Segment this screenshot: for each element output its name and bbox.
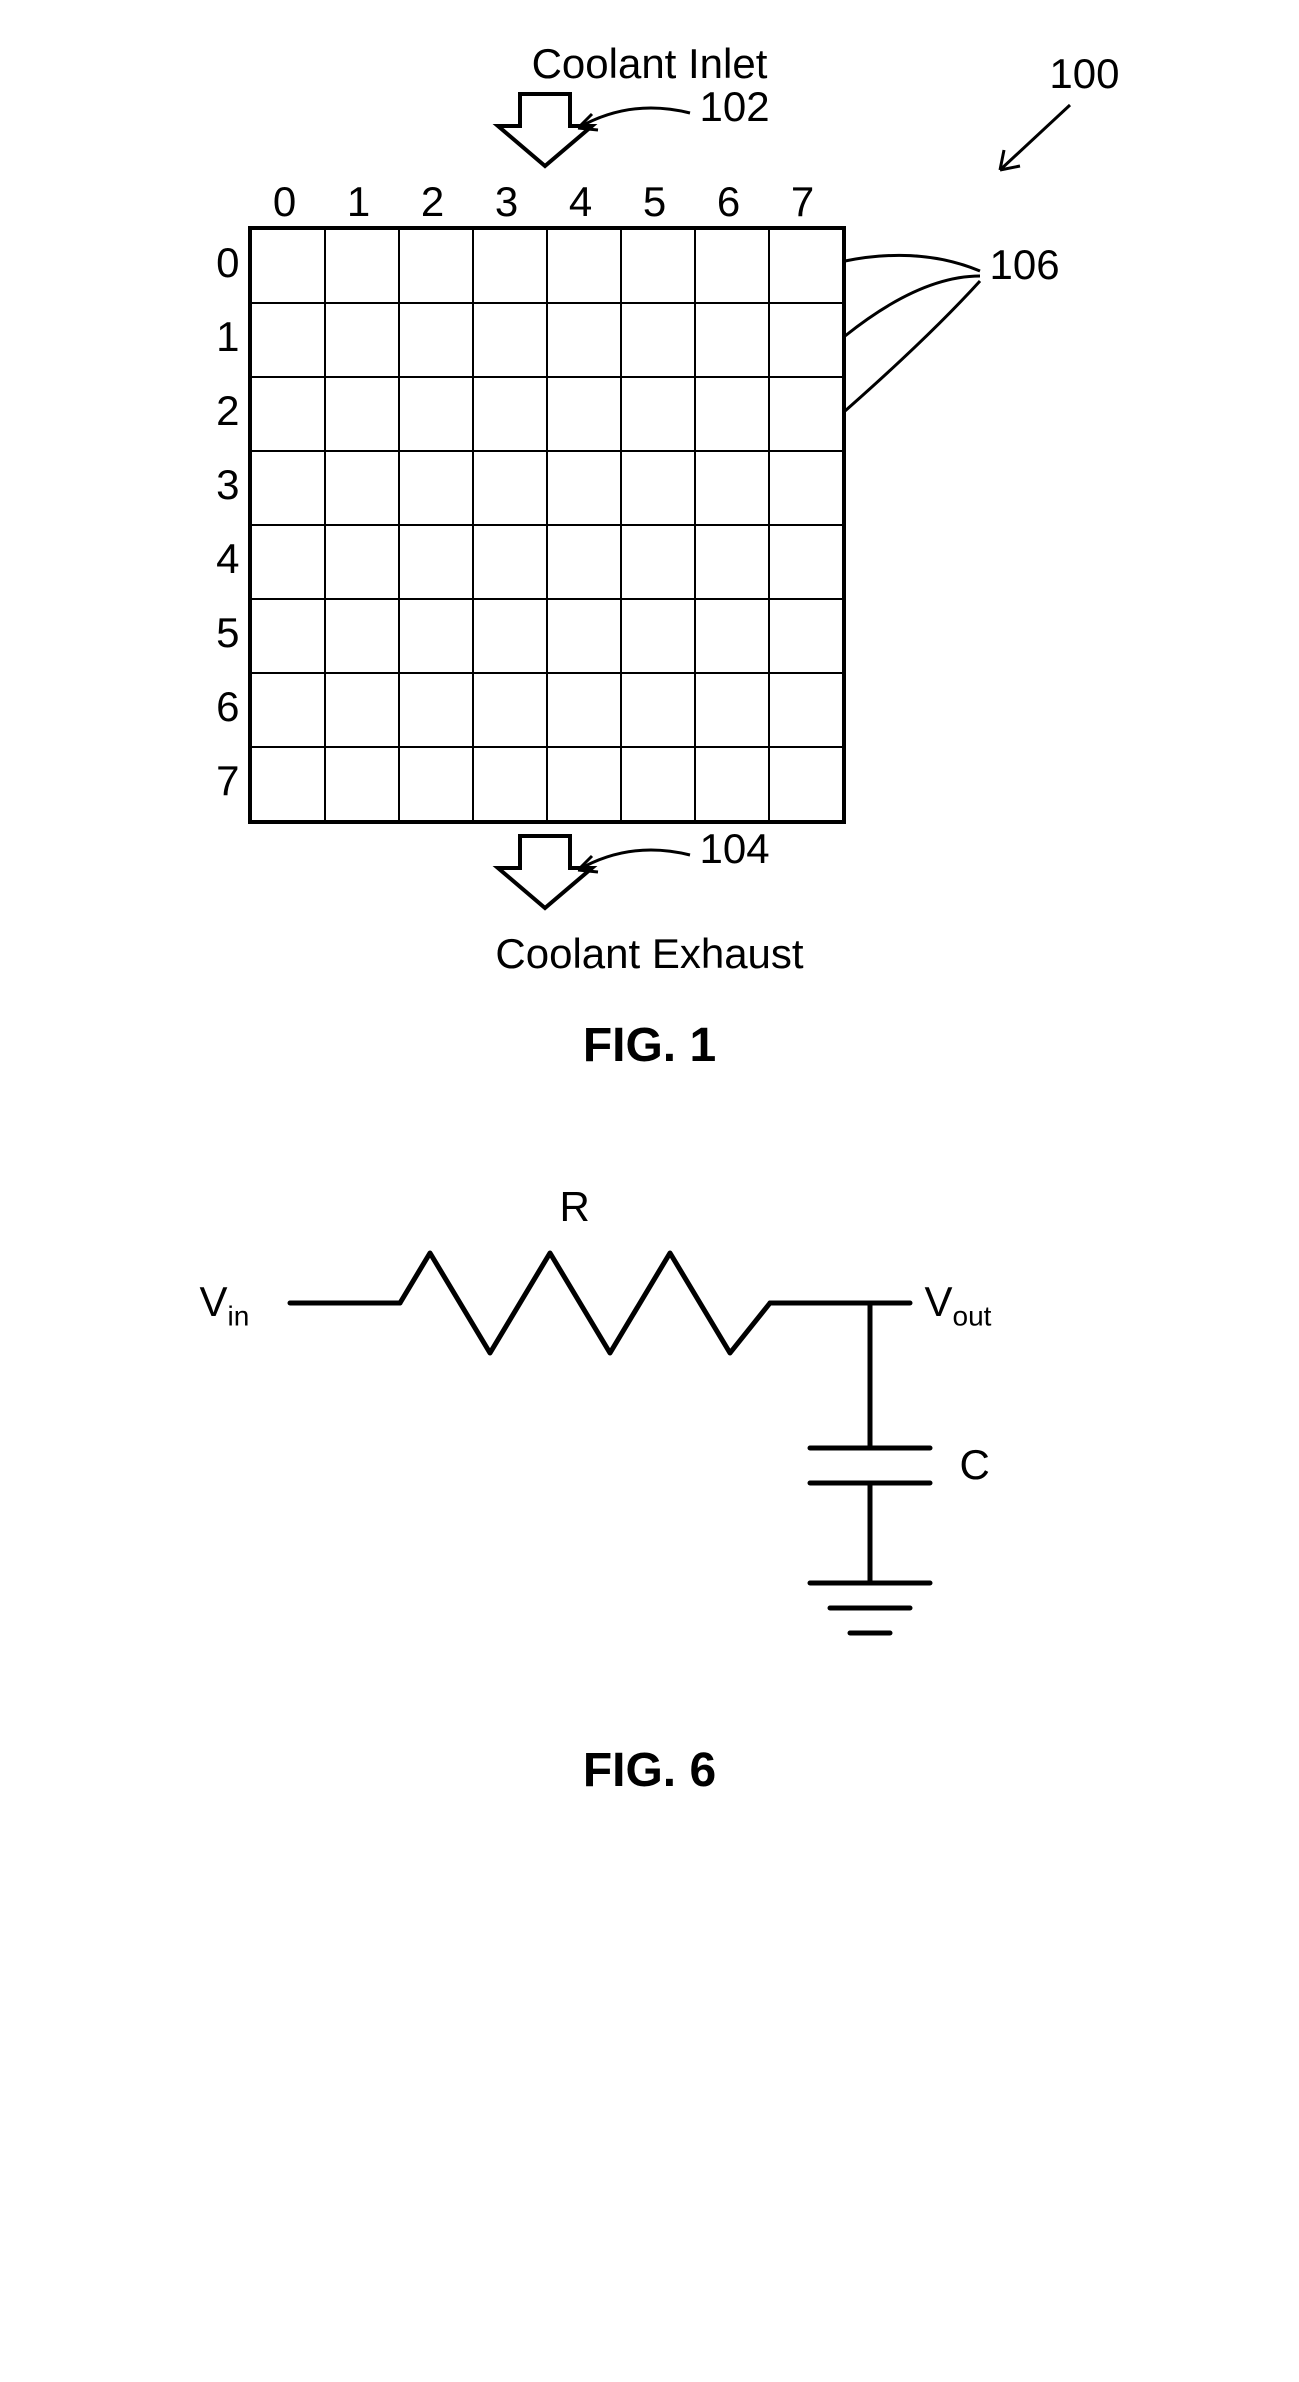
grid-cell [251, 229, 325, 303]
col-header: 6 [692, 178, 766, 226]
grid-cell [399, 377, 473, 451]
grid-cell [547, 377, 621, 451]
grid-cell [695, 377, 769, 451]
grid-cell [547, 303, 621, 377]
row-header: 0 [200, 226, 240, 300]
grid-cell [251, 377, 325, 451]
grid-cell [473, 525, 547, 599]
callout-104: 104 [700, 825, 770, 873]
grid-cell [325, 673, 399, 747]
grid-cell [621, 747, 695, 821]
col-header: 1 [322, 178, 396, 226]
grid-cell [547, 229, 621, 303]
grid-cell [399, 673, 473, 747]
figure-6-caption: FIG. 6 [200, 1743, 1100, 1798]
grid-cell [695, 747, 769, 821]
row-header: 1 [200, 300, 240, 374]
grid-cell [621, 377, 695, 451]
col-header: 5 [618, 178, 692, 226]
grid-cell [547, 673, 621, 747]
r-label: R [560, 1183, 590, 1231]
col-header: 7 [766, 178, 840, 226]
callout-102: 102 [700, 83, 770, 131]
row-header: 4 [200, 522, 240, 596]
grid-cell [473, 599, 547, 673]
figure-1: Coolant Inlet 102 100 0 1 2 3 4 5 6 7 [200, 40, 1100, 1073]
grid-cell [325, 451, 399, 525]
grid-cell [547, 747, 621, 821]
grid-cell [399, 303, 473, 377]
grid-cell [769, 377, 843, 451]
grid-cell [251, 673, 325, 747]
grid-cell [621, 525, 695, 599]
callout-106: 106 [990, 241, 1060, 289]
vout-label: Vout [925, 1278, 992, 1332]
grid-cell [325, 303, 399, 377]
col-header: 3 [470, 178, 544, 226]
grid-cell [251, 525, 325, 599]
grid-cell [769, 599, 843, 673]
col-header: 2 [396, 178, 470, 226]
grid-cell [473, 303, 547, 377]
row-headers: 0 1 2 3 4 5 6 7 [200, 226, 240, 818]
grid-cell [251, 599, 325, 673]
grid-cell [325, 599, 399, 673]
figure-6: Vin Vout R C FIG. 6 [200, 1183, 1100, 1798]
row-header: 3 [200, 448, 240, 522]
grid-cell [399, 451, 473, 525]
grid-cell [399, 599, 473, 673]
grid-cell [695, 673, 769, 747]
grid-cell [473, 673, 547, 747]
grid-cell [695, 599, 769, 673]
row-header: 6 [200, 670, 240, 744]
exhaust-arrow-icon [200, 830, 1100, 930]
grid-cell [621, 599, 695, 673]
grid-cell [769, 451, 843, 525]
grid-cell [621, 229, 695, 303]
grid-cell [473, 229, 547, 303]
grid-cell [399, 229, 473, 303]
cooling-grid [248, 226, 846, 824]
grid-cell [251, 303, 325, 377]
grid-cell [325, 377, 399, 451]
grid-cell [547, 599, 621, 673]
row-header: 7 [200, 744, 240, 818]
grid-cell [621, 451, 695, 525]
grid-cell [769, 525, 843, 599]
grid-cell [399, 747, 473, 821]
grid-cell [473, 377, 547, 451]
c-label: C [960, 1441, 990, 1489]
col-header: 4 [544, 178, 618, 226]
grid-cell [325, 229, 399, 303]
grid-cell [695, 229, 769, 303]
coolant-exhaust-label: Coolant Exhaust [200, 930, 1100, 978]
grid-cell [769, 303, 843, 377]
grid-cell [769, 229, 843, 303]
grid-cell [251, 747, 325, 821]
grid-cell [621, 303, 695, 377]
grid-cell [473, 451, 547, 525]
grid-cell [769, 747, 843, 821]
grid-cell [325, 525, 399, 599]
grid-cell [695, 525, 769, 599]
callout-100: 100 [1049, 50, 1119, 98]
grid-cell [695, 303, 769, 377]
grid-cell [621, 673, 695, 747]
figure-1-caption: FIG. 1 [200, 1018, 1100, 1073]
coolant-inlet-label: Coolant Inlet [200, 40, 1100, 88]
callout-100-arrow-icon [960, 100, 1080, 190]
grid-cell [547, 525, 621, 599]
grid-cell [399, 525, 473, 599]
row-header: 2 [200, 374, 240, 448]
grid-cell [769, 673, 843, 747]
grid-cell [473, 747, 547, 821]
grid-cell [251, 451, 325, 525]
grid-cell [547, 451, 621, 525]
vin-label: Vin [200, 1278, 250, 1332]
grid-cell [695, 451, 769, 525]
row-header: 5 [200, 596, 240, 670]
col-header: 0 [248, 178, 322, 226]
grid-cell [325, 747, 399, 821]
